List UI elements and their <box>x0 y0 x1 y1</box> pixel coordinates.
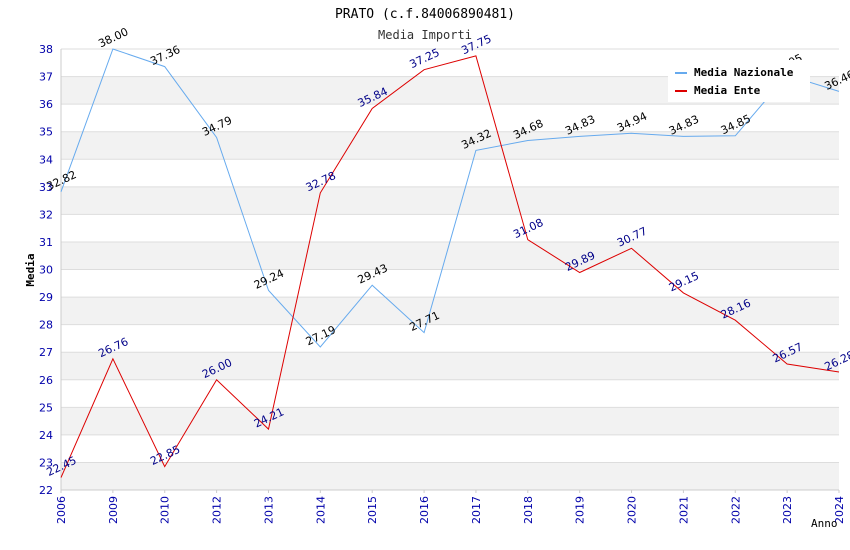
y-tick-label: 27 <box>39 346 53 359</box>
x-tick-label: 2021 <box>677 496 690 524</box>
chart-subtitle: Media Importi <box>378 28 472 42</box>
x-tick-label: 2020 <box>626 496 639 524</box>
axes <box>60 49 839 491</box>
y-tick-label: 37 <box>39 71 53 84</box>
legend-label-media-ente: Media Ente <box>694 84 761 97</box>
x-tick-label: 2022 <box>729 496 742 524</box>
y-tick-label: 26 <box>39 374 53 387</box>
y-tick-label: 30 <box>39 264 53 277</box>
y-tick-label: 23 <box>39 456 53 469</box>
grid-band <box>61 434 839 463</box>
y-tick-label: 34 <box>39 153 53 166</box>
y-tick-label: 22 <box>39 484 53 497</box>
chart-title: PRATO (c.f.84006890481) <box>335 7 515 22</box>
grid-band <box>61 159 839 187</box>
y-tick-label: 24 <box>39 429 53 442</box>
x-axis-label: Anno <box>811 517 838 530</box>
x-tick-label: 2009 <box>107 496 120 524</box>
y-tick-label: 32 <box>39 208 53 221</box>
x-tick-label: 2014 <box>314 496 327 524</box>
grid-band <box>61 352 839 380</box>
grid-band <box>61 407 839 435</box>
grid-band <box>61 379 839 408</box>
grid-band <box>61 324 839 353</box>
y-tick-label: 29 <box>39 291 53 304</box>
grid-band <box>61 214 839 242</box>
grid-lines <box>61 48 839 491</box>
grid-band <box>61 269 839 298</box>
series-line-media-nazionale <box>60 48 840 348</box>
grid-band <box>61 104 839 132</box>
grid-band <box>61 186 839 215</box>
grid-band <box>61 297 839 325</box>
x-tick-label: 2024 <box>833 496 846 524</box>
x-tick-label: 2015 <box>366 496 379 524</box>
series-lines <box>60 48 840 478</box>
y-tick-label: 31 <box>39 236 53 249</box>
x-tick-labels: 2006 2009 2010 2012 2013 2014 2015 2016 2017 2018… <box>55 490 846 524</box>
grid-band <box>61 241 839 270</box>
x-tick-label: 2013 <box>262 496 275 524</box>
legend-label-media-nazionale: Media Nazionale <box>694 66 794 79</box>
x-tick-label: 2006 <box>55 496 68 524</box>
y-tick-label: 25 <box>39 401 53 414</box>
x-tick-label: 2016 <box>418 496 431 524</box>
y-tick-label: 35 <box>39 126 53 139</box>
x-tick-label: 2019 <box>574 496 587 524</box>
data-label: 38.00 <box>96 25 130 50</box>
x-tick-label: 2018 <box>522 496 535 524</box>
x-tick-label: 2012 <box>211 496 224 524</box>
x-tick-label: 2023 <box>781 496 794 524</box>
y-tick-labels: 22 23 24 25 26 27 28 29 30 31 32 33 34 35 36 37 38 <box>39 43 53 497</box>
y-tick-label: 33 <box>39 181 53 194</box>
legend: Media Nazionale Media Ente <box>668 60 810 102</box>
legend-box <box>668 60 810 102</box>
x-tick-label: 2010 <box>159 496 172 524</box>
x-tick-label: 2017 <box>470 496 483 524</box>
y-tick-label: 38 <box>39 43 53 56</box>
y-tick-label: 28 <box>39 319 53 332</box>
y-tick-label: 36 <box>39 98 53 111</box>
y-axis-label: Media <box>24 253 37 286</box>
grid-bands <box>61 49 839 490</box>
grid-band <box>61 462 839 490</box>
series-line-media-ente <box>60 55 840 478</box>
